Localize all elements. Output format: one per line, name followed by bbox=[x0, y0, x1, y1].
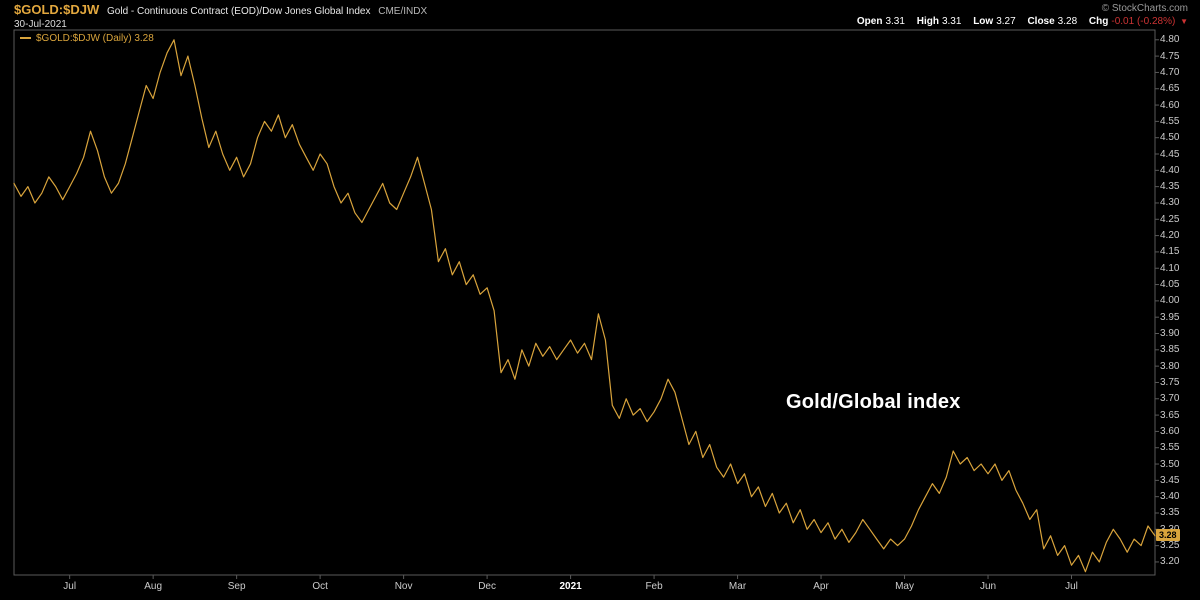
close-value: 3.28 bbox=[1057, 16, 1078, 27]
high-value: 3.31 bbox=[941, 16, 962, 27]
title-line: $GOLD:$DJW Gold - Continuous Contract (E… bbox=[14, 2, 428, 18]
chart-header: $GOLD:$DJW Gold - Continuous Contract (E… bbox=[14, 2, 428, 30]
chg-value: -0.01 (-0.28%) bbox=[1111, 16, 1176, 27]
close-label: Close bbox=[1027, 16, 1055, 27]
low-value: 3.27 bbox=[996, 16, 1016, 27]
exchange-label: CME/INDX bbox=[378, 6, 428, 17]
chart-annotation: Gold/Global index bbox=[786, 391, 961, 413]
down-triangle-icon: ▼ bbox=[1180, 17, 1188, 26]
ticker-symbol: $GOLD:$DJW bbox=[14, 2, 100, 17]
last-price-label: 3.28 bbox=[1156, 528, 1180, 541]
chart-legend: $GOLD:$DJW (Daily) 3.28 bbox=[20, 33, 154, 44]
plot-border bbox=[13, 29, 1156, 576]
line-swatch-icon bbox=[20, 37, 31, 40]
open-value: 3.31 bbox=[885, 16, 905, 27]
legend-label: $GOLD:$DJW (Daily) 3.28 bbox=[36, 33, 154, 44]
chart-description: Gold - Continuous Contract (EOD)/Dow Jon… bbox=[107, 6, 371, 17]
open-label: Open bbox=[856, 16, 883, 27]
quote-bar: Open 3.31 High 3.31 Low 3.27 Close 3.28 Chg -… bbox=[857, 16, 1188, 27]
low-label: Low bbox=[973, 16, 994, 27]
chart-date: 30-Jul-2021 bbox=[14, 19, 67, 30]
price-line bbox=[13, 39, 1156, 573]
chg-label: Chg bbox=[1088, 16, 1109, 27]
high-label: High bbox=[916, 16, 939, 27]
copyright-label: © StockCharts.com bbox=[1101, 3, 1188, 14]
